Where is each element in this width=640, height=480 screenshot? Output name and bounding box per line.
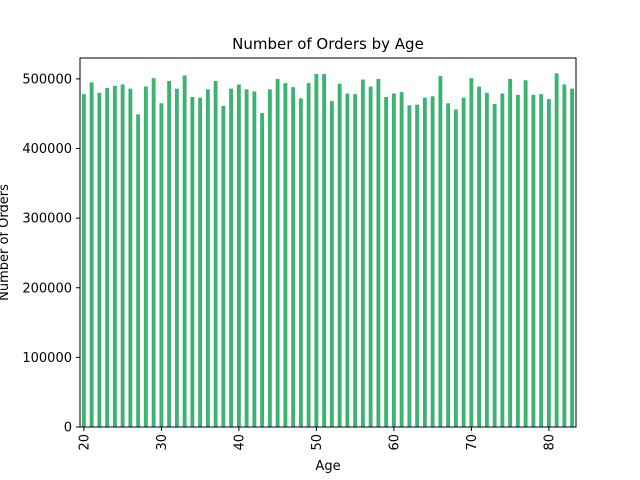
bars-group [81,73,575,428]
bar-age-21 [89,82,94,428]
y-tick-label: 400000 [22,142,72,157]
bar-age-28 [143,86,148,427]
bar-age-22 [97,92,102,428]
bar-age-49 [306,83,311,427]
bar-age-82 [562,84,567,427]
bar-age-74 [500,93,505,428]
bar-age-23 [105,87,110,427]
bar-age-77 [523,80,528,428]
bar-age-50 [314,74,319,427]
bar-age-70 [469,78,474,428]
x-tick-label: 50 [310,434,325,451]
bar-age-39 [229,88,234,427]
bar-age-60 [391,93,396,428]
bar-age-83 [570,88,575,427]
bar-age-51 [322,74,327,427]
y-tick-label: 200000 [22,281,72,296]
x-axis: 20 30 40 50 60 70 80 [77,427,557,451]
bar-age-62 [407,105,412,428]
bar-age-78 [531,94,536,428]
bar-age-53 [337,83,342,427]
bar-age-30 [159,103,164,428]
x-tick-label: 60 [387,434,402,451]
bar-age-59 [384,96,389,427]
bar-age-27 [136,114,141,427]
bar-age-40 [236,84,241,427]
bar-age-58 [376,78,381,428]
plot-frame [79,57,577,428]
bar-age-52 [329,101,334,427]
x-tick-label: 70 [465,434,480,451]
bar-age-45 [275,78,280,428]
bar-age-47 [291,87,296,427]
bar-age-43 [260,113,265,427]
bar-age-29 [151,78,156,428]
bar-age-33 [182,75,187,427]
bar-age-32 [174,88,179,427]
bar-age-24 [112,85,117,427]
x-axis-label: Age [315,459,340,474]
bar-age-37 [213,80,218,428]
bar-age-38 [221,106,226,428]
y-axis-label: Number of Orders [0,184,12,301]
bar-age-79 [539,94,544,428]
bar-age-41 [244,89,249,427]
y-axis: 0 100000 200000 300000 400000 500000 [22,72,80,436]
bar-age-65 [430,96,435,427]
y-tick-label: 500000 [22,72,72,87]
bar-age-48 [298,98,303,427]
bar-age-80 [546,99,551,427]
bar-age-56 [360,79,365,428]
x-tick-label: 40 [232,434,247,451]
bar-age-69 [461,97,466,427]
bar-age-67 [446,103,451,428]
bar-age-63 [415,104,420,428]
bar-age-26 [128,88,133,427]
bar-age-75 [508,78,513,428]
x-tick-label: 30 [155,434,170,451]
bar-age-55 [353,94,358,428]
y-tick-label: 100000 [22,351,72,366]
bar-age-36 [205,89,210,427]
bar-age-54 [345,93,350,428]
bar-age-64 [422,97,427,427]
bar-age-61 [399,92,404,427]
bar-age-81 [554,73,559,427]
x-tick-label: 20 [77,434,92,451]
bar-age-42 [252,91,257,427]
bar-age-31 [167,80,172,428]
bar-age-57 [368,86,373,427]
bar-age-76 [515,94,520,428]
x-tick-label: 80 [542,434,557,451]
bar-age-34 [190,96,195,427]
bar-age-71 [477,86,482,427]
bar-age-46 [283,83,288,427]
y-tick-label: 0 [64,421,72,436]
bar-age-72 [484,92,489,428]
bar-age-68 [453,109,458,427]
bar-age-20 [81,94,86,428]
y-tick-label: 300000 [22,212,72,227]
bar-age-66 [438,76,443,428]
bar-age-35 [198,97,203,427]
bar-age-25 [120,84,125,427]
bar-age-73 [492,103,497,428]
bar-age-44 [267,89,272,427]
chart-title: Number of Orders by Age [232,35,424,53]
